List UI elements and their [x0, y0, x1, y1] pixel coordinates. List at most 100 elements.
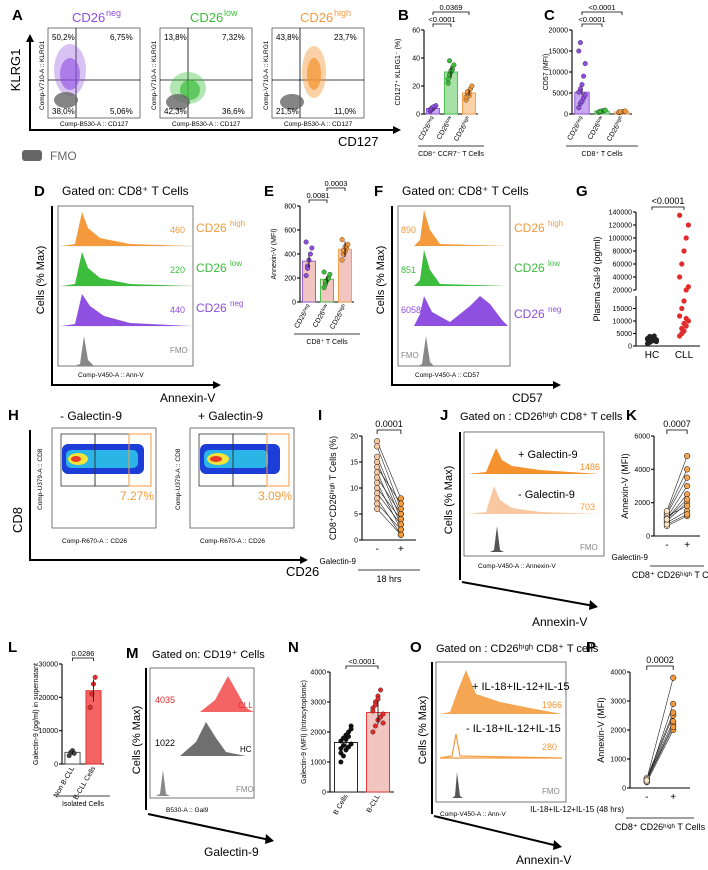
pair-line — [666, 485, 688, 518]
y-tick-label: 140000 — [609, 210, 632, 217]
y-axis-title: Galectin-9 (pg/ml) in supernatant — [33, 663, 40, 765]
quad-ul: 13,8% — [164, 33, 187, 42]
data-point-before — [663, 507, 670, 515]
row-label: CD26 — [514, 307, 545, 321]
y-axis-title: CD57 (MFI) — [543, 54, 550, 91]
y-tick-label: 20000 — [613, 288, 633, 295]
pair-line — [376, 493, 402, 525]
y-tick-label: 60000 — [613, 262, 633, 269]
data-point-after — [397, 521, 404, 528]
pair-line — [666, 502, 688, 522]
panel-label-h: H — [8, 407, 19, 424]
y-tick-label: 100000 — [609, 236, 632, 243]
row-label: + IL-18+IL-12+IL-15 — [472, 681, 570, 693]
panel-label-j: J — [440, 407, 448, 424]
row-label: - IL-18+IL-12+IL-15 — [466, 723, 561, 735]
hist-high — [62, 212, 190, 246]
x-axis-label: Comp-V450-A :: Annexin-V — [478, 563, 556, 570]
plot-title-sup: neg — [106, 8, 121, 18]
arrow-right-icon — [213, 381, 221, 389]
panel-k-chart: 0 2000 4000 6000 Annexin-V (MFI) - + Galectin-9… — [612, 419, 708, 580]
data-point — [582, 61, 588, 67]
y-tick-label: 1000 — [610, 757, 626, 764]
plot-title-sup: high — [334, 8, 351, 18]
panel-a-plot-low: CD26 low 13,8% 7,32% 42,3% 36,6% Comp-B5… — [151, 8, 253, 128]
y-tick-label: 40 — [412, 56, 420, 63]
row-label: CD26 — [514, 221, 545, 235]
y-axis-label: Comp-U379-A :: CD8 — [175, 448, 182, 510]
data-point-before — [374, 464, 381, 471]
y-tick-label: 1000 — [310, 760, 326, 767]
data-point-before — [374, 495, 381, 502]
arrow-right-icon — [589, 600, 598, 610]
significance-bracket — [376, 429, 402, 434]
row-label-sup: low — [548, 259, 560, 268]
significance-bracket — [72, 657, 94, 661]
data-point — [451, 62, 457, 68]
y-tick-label: 0 — [564, 112, 568, 119]
x-axis-title: CD8⁺ T Cells — [581, 151, 623, 158]
arrow-right-icon — [265, 834, 274, 844]
data-point — [602, 107, 608, 113]
category-label: B-CLL — [366, 793, 382, 814]
p-value: <0.0001 — [652, 196, 685, 206]
panel-label-i: I — [318, 407, 322, 424]
category-label: CD26neg — [566, 115, 586, 142]
quad-lr: 5,06% — [110, 107, 133, 116]
p-value: 0.0081 — [307, 191, 330, 200]
category-label: + — [670, 792, 676, 803]
pair-line — [666, 477, 688, 515]
pair-line — [376, 487, 402, 520]
data-point — [447, 58, 453, 64]
significance-bracket — [581, 23, 603, 27]
data-point-after — [397, 495, 404, 502]
y-axis-title: Plasma Gal-9 (pg/ml) — [592, 236, 602, 321]
y-tick-label: 2000 — [610, 728, 626, 735]
pair-line — [376, 467, 402, 504]
data-point — [647, 333, 653, 340]
x-axis-label: Comp-V450-A :: CD57 — [415, 372, 480, 379]
category-label: - — [375, 544, 378, 555]
y-axis-label: Comp-V710-A :: KLRG1 — [39, 40, 46, 110]
quad-ul: 43,8% — [276, 33, 299, 42]
data-point — [338, 746, 344, 751]
x-title: Annexin-V — [532, 615, 587, 629]
hist-frame — [149, 667, 255, 799]
y-tick-label: 400 — [284, 252, 296, 259]
hist-minus — [439, 733, 563, 759]
pair-line — [666, 499, 688, 520]
dotplot-frame — [51, 427, 157, 529]
panel-label-f: C — [544, 7, 555, 24]
x-axis-label: Comp-R670-A :: CD26 — [62, 538, 127, 545]
row-label: CD26 — [196, 301, 227, 315]
x-axis-label: Comp-V450-A :: Ann-V — [78, 372, 144, 379]
data-point-after — [684, 511, 691, 518]
data-point — [622, 108, 628, 114]
y-axis-label: Comp-U379-A :: CD8 — [37, 448, 44, 510]
gate-title: Gated on : CD26ʰⁱᵍʰ CD8⁺ T cells — [460, 411, 623, 423]
gate-percent: 3.09% — [258, 489, 292, 503]
panel-c: D Gated on: CD8⁺ T Cells Cells (% Max) 4… — [34, 183, 245, 405]
y-axis-label: Comp-V710-A :: KLRG1 — [263, 40, 270, 110]
x-title: CD57 — [512, 391, 543, 405]
x-title: Annexin-V — [516, 853, 571, 867]
data-point — [579, 82, 585, 88]
hist-minus — [468, 486, 600, 514]
y-tick-label: 3000 — [610, 699, 626, 706]
data-point — [679, 305, 685, 312]
x-title: Galectin-9 — [204, 845, 259, 859]
data-point — [372, 702, 378, 708]
category-label-sup: low — [320, 303, 329, 313]
hist-neg — [62, 294, 190, 326]
pair-line — [666, 455, 688, 512]
x-axis-label: Comp-B530-A :: CD127 — [284, 121, 353, 128]
significance-bracket — [432, 11, 470, 15]
row-label: FMO — [542, 787, 560, 796]
panel-g-chart: 0 5000 10000 15000 20000 40000 60000 80000 10000… — [592, 196, 700, 361]
category-label: CD26neg — [417, 115, 437, 142]
significance-bracket — [326, 187, 346, 191]
pair-line — [646, 729, 674, 783]
y-tick-label: 200 — [284, 276, 296, 283]
